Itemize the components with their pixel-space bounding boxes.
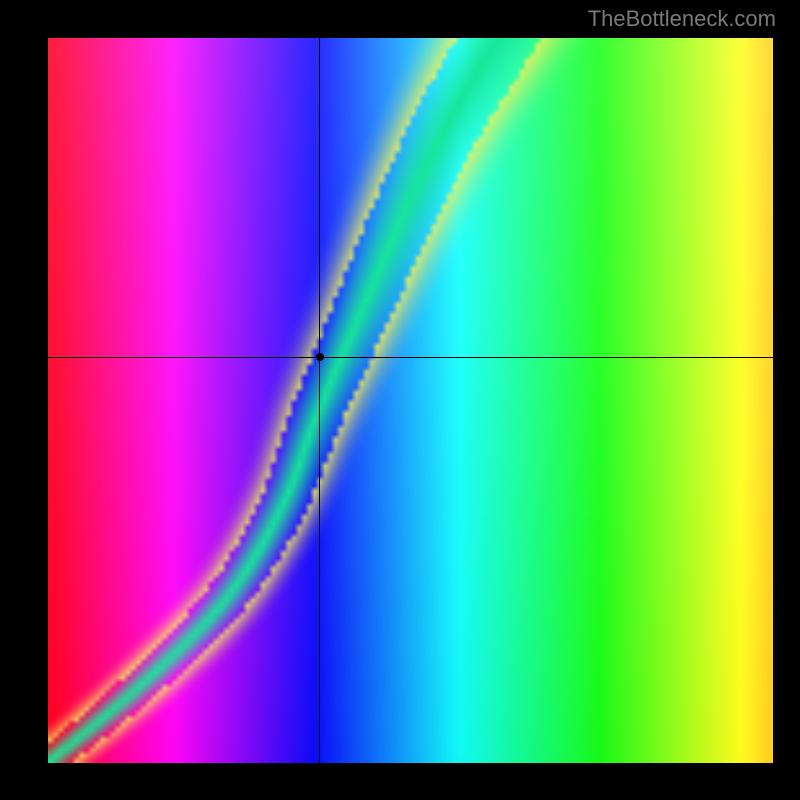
crosshair-marker-dot [316, 353, 324, 361]
watermark-text: TheBottleneck.com [588, 6, 776, 32]
heatmap-canvas [48, 38, 773, 763]
heatmap-plot-area [48, 38, 773, 763]
crosshair-horizontal [48, 357, 773, 358]
crosshair-vertical [319, 38, 320, 763]
